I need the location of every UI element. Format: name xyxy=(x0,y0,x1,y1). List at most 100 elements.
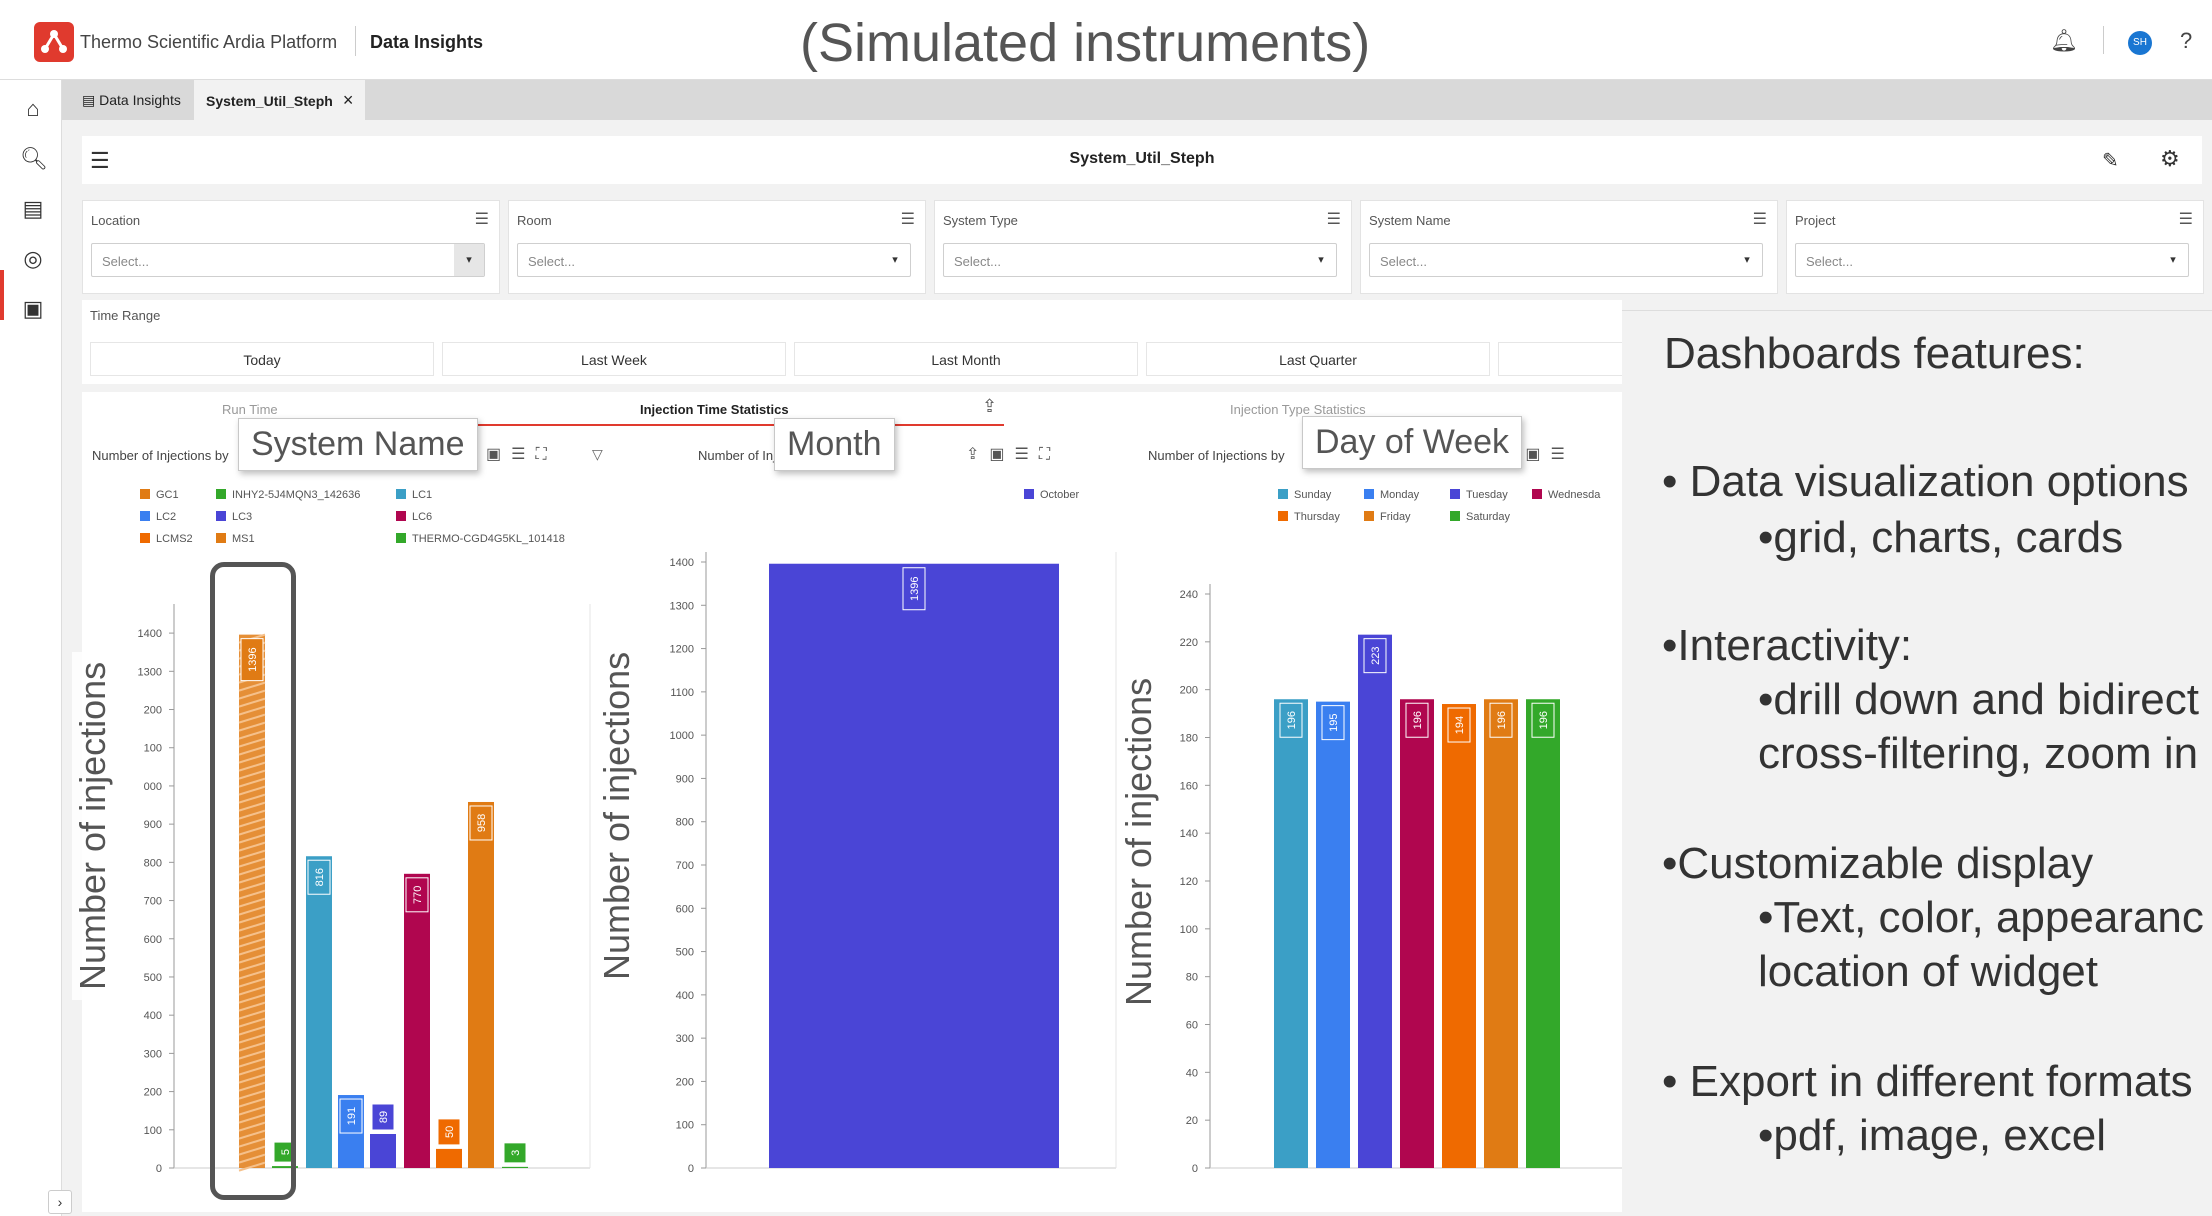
tab-injection-time-statistics[interactable]: Injection Time Statistics xyxy=(640,402,789,417)
add-widget-icon[interactable]: ▣ xyxy=(486,446,512,463)
bar-hatch-line xyxy=(238,937,266,948)
funnel-filter-icon[interactable]: ▽ xyxy=(592,446,603,462)
legend-swatch xyxy=(1450,489,1460,499)
time-range-last-week-button[interactable]: Last Week xyxy=(442,342,786,376)
legend-label: Sunday xyxy=(1294,489,1332,501)
fullscreen-icon[interactable]: ⛶ xyxy=(535,446,557,463)
fullscreen-icon[interactable]: ⛶ xyxy=(1038,446,1061,463)
chevron-down-icon[interactable]: ▾ xyxy=(2170,254,2176,266)
filter-list-icon[interactable]: ☰ xyxy=(1550,446,1575,463)
filter-search-icon[interactable]: ☰ xyxy=(474,211,489,228)
module-name[interactable]: Data Insights xyxy=(370,32,484,52)
legend-swatch xyxy=(396,533,406,543)
help-icon[interactable]: ? xyxy=(2180,28,2193,53)
y-axis-label-overlay: Number of injections xyxy=(596,641,638,990)
left-navigation-rail: ⌂ 🔍︎ ▤ ◎ ▣ › xyxy=(0,80,72,1216)
header-icon-divider xyxy=(2103,26,2104,54)
filter-search-icon[interactable]: ☰ xyxy=(900,211,915,228)
bar-hatch-line xyxy=(238,841,266,852)
time-range-more-button[interactable] xyxy=(1498,342,1628,376)
y-tick-label: 400 xyxy=(676,990,694,1002)
y-tick-label: 800 xyxy=(676,817,694,829)
time-range-last-quarter-button[interactable]: Last Quarter xyxy=(1146,342,1490,376)
settings-gear-icon[interactable]: ⚙ xyxy=(2160,146,2180,171)
time-range-today-button[interactable]: Today xyxy=(90,342,434,376)
home-icon[interactable]: ⌂ xyxy=(26,96,40,121)
y-tick-label: 500 xyxy=(676,947,694,959)
tab-run-time[interactable]: Run Time xyxy=(222,402,278,417)
tab-system-util-steph[interactable]: System_Util_Steph × xyxy=(194,80,366,120)
chevron-down-icon[interactable]: ▾ xyxy=(1318,254,1324,266)
location-select[interactable]: Select... ▾ xyxy=(91,243,485,277)
features-heading: Dashboards features: xyxy=(1664,329,2085,378)
briefcase-icon[interactable]: ▣ xyxy=(22,296,44,321)
tab-label: Data Insights xyxy=(99,92,181,108)
close-tab-icon[interactable]: × xyxy=(342,90,354,110)
legend-label: LC3 xyxy=(232,511,252,523)
bar-hatch-line xyxy=(238,785,266,796)
bar-hatch-line xyxy=(238,833,266,844)
tab-injection-type-statistics[interactable]: Injection Type Statistics xyxy=(1230,402,1366,417)
filter-list-icon[interactable]: ☰ xyxy=(511,446,536,463)
chart-bar xyxy=(436,1148,462,1168)
search-document-icon[interactable]: 🔍︎ xyxy=(20,146,48,171)
system-name-select[interactable]: Select... ▾ xyxy=(1369,243,1763,277)
monitoring-icon[interactable]: ◎ xyxy=(23,246,43,271)
system-type-select[interactable]: Select... ▾ xyxy=(943,243,1337,277)
bar-hatch-line xyxy=(238,1161,266,1172)
bar-hatch-line xyxy=(238,873,266,884)
data-label: 816 xyxy=(314,868,326,886)
filter-list-icon[interactable]: ☰ xyxy=(1014,446,1039,463)
dashboard-tab-icon: ▤ xyxy=(82,92,100,108)
filter-room: Room ☰ Select... ▾ xyxy=(508,200,926,294)
legend-label: LC6 xyxy=(412,511,432,523)
export-icon[interactable]: ⇪ xyxy=(982,396,998,416)
bar-hatch-line xyxy=(238,753,266,764)
filter-search-icon[interactable]: ☰ xyxy=(1752,211,1767,228)
bar-hatch-line xyxy=(238,1073,266,1084)
data-label: 191 xyxy=(346,1107,358,1125)
bar-hatch-line xyxy=(238,801,266,812)
data-label-box xyxy=(1405,702,1429,738)
user-avatar[interactable]: SH xyxy=(2128,31,2152,55)
select-placeholder: Select... xyxy=(528,254,575,269)
callout-day-of-week: Day of Week xyxy=(1302,416,1523,469)
chevron-down-icon[interactable]: ▾ xyxy=(454,244,484,276)
tab-data-insights[interactable]: ▤ Data Insights xyxy=(70,80,193,120)
expand-rail-chevron-icon[interactable]: › xyxy=(48,1190,72,1214)
add-widget-icon[interactable]: ▣ xyxy=(1525,446,1551,463)
y-axis-label-overlay: Number of injections xyxy=(1118,667,1160,1016)
y-tick-label: 100 xyxy=(144,743,162,755)
bar-hatch-line xyxy=(238,681,266,692)
system-name-bar-chart: GC1 INHY2-5J4MQN3_142636 LC1 LC2 LC3 LC6 LCMS2… xyxy=(138,489,591,1175)
data-label-box xyxy=(469,805,493,841)
header-divider xyxy=(355,26,356,56)
feature-line: location of widget xyxy=(1758,947,2098,996)
bell-icon[interactable]: 🔔︎ xyxy=(2050,28,2078,53)
chart-bar xyxy=(1274,699,1308,1168)
legend-swatch xyxy=(1278,511,1288,521)
data-insights-nav-icon[interactable]: ▤ xyxy=(22,196,44,221)
dashboard-header: ☰ System_Util_Steph ✎ ⚙ xyxy=(82,136,2202,184)
time-range-last-month-button[interactable]: Last Month xyxy=(794,342,1138,376)
legend-label: MS1 xyxy=(232,533,255,545)
room-select[interactable]: Select... ▾ xyxy=(517,243,911,277)
add-widget-icon[interactable]: ▣ xyxy=(989,446,1015,463)
chart-bar xyxy=(1484,699,1518,1168)
legend-swatch xyxy=(1024,489,1034,499)
legend-swatch xyxy=(396,511,406,521)
project-select[interactable]: Select... ▾ xyxy=(1795,243,2189,277)
export-icon[interactable]: ⇪ xyxy=(966,446,990,463)
y-tick-label: 1100 xyxy=(670,687,694,699)
bar-hatch-line xyxy=(238,921,266,932)
hamburger-menu-icon[interactable]: ☰ xyxy=(90,148,110,173)
feature-line: •pdf, image, excel xyxy=(1758,1111,2107,1160)
filter-search-icon[interactable]: ☰ xyxy=(1326,211,1341,228)
data-label: 50 xyxy=(444,1126,456,1138)
select-placeholder: Select... xyxy=(102,254,149,269)
edit-pencil-icon[interactable]: ✎ xyxy=(2102,150,2119,172)
chevron-down-icon[interactable]: ▾ xyxy=(892,254,898,266)
chevron-down-icon[interactable]: ▾ xyxy=(1744,254,1750,266)
filter-search-icon[interactable]: ☰ xyxy=(2178,211,2193,228)
y-tick-label: 1300 xyxy=(670,600,694,612)
